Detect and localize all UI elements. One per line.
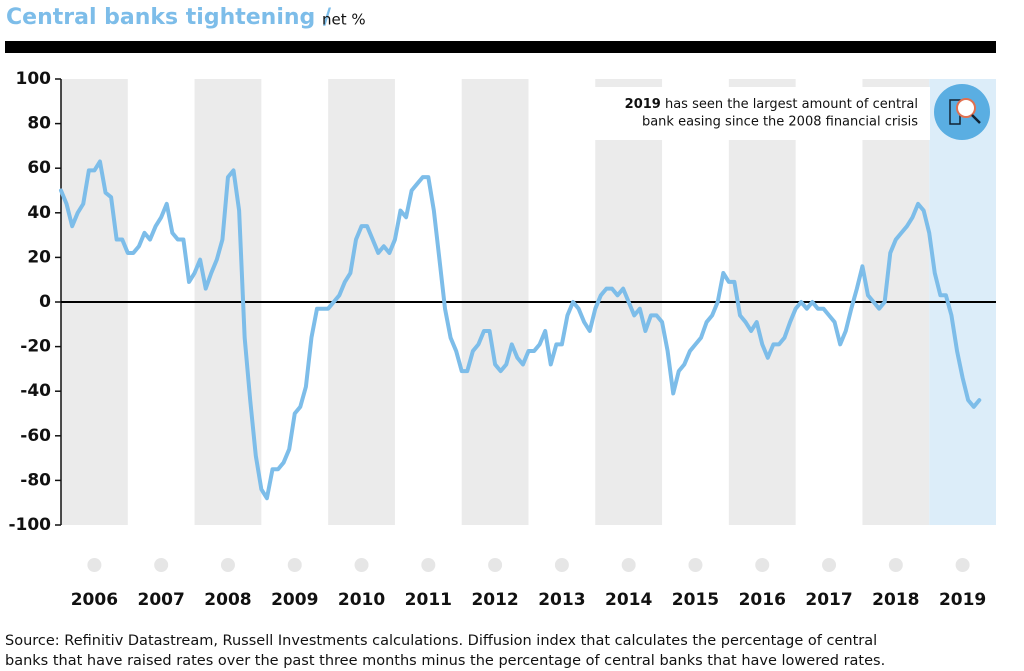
icon-lens — [956, 98, 976, 118]
y-tick-label: 100 — [16, 69, 52, 89]
x-tick-dot — [354, 558, 369, 572]
x-tick-dot — [220, 558, 235, 572]
y-tick-label: 20 — [27, 247, 51, 267]
x-tick-label: 2011 — [405, 590, 452, 610]
x-tick-label: 2019 — [939, 590, 986, 610]
x-tick-dot — [554, 558, 569, 572]
x-tick-dot — [87, 558, 102, 572]
x-tick-dot — [488, 558, 503, 572]
x-tick-label: 2012 — [471, 590, 518, 610]
x-tick-label: 2009 — [271, 590, 318, 610]
annotation-line: 2019 has seen the largest amount of cent… — [625, 97, 918, 112]
y-tick-label: 40 — [27, 203, 51, 223]
x-tick-dot — [421, 558, 436, 572]
annotation-text: has seen the largest amount of central — [661, 97, 918, 112]
source: banks that have raised rates over the pa… — [5, 653, 885, 669]
header-bar — [5, 41, 996, 53]
y-tick-label: -80 — [20, 470, 51, 490]
x-tick-dot — [888, 558, 903, 572]
axes: -100 -80 -60 -40 -20 0 20 40 60 80 100 2006 2007 2008… — [8, 69, 996, 610]
y-tick-label: -100 — [8, 515, 51, 535]
x-tick-label: 2013 — [538, 590, 585, 610]
x-tick-label: 2006 — [71, 590, 118, 610]
x-tick-label: 2016 — [739, 590, 786, 610]
x-tick-label: 2015 — [672, 590, 719, 610]
x-tick-dot — [154, 558, 169, 572]
x-tick-dot — [822, 558, 837, 572]
x-tick-dot — [755, 558, 770, 572]
annotation-bold: 2019 — [625, 97, 661, 112]
data-line — [59, 159, 982, 501]
y-tick-label: 60 — [27, 158, 51, 178]
x-tick-label: 2014 — [605, 590, 652, 610]
chart-title: Central banks tightening / — [6, 5, 332, 30]
annotation: 2019 has seen the largest amount of cent… — [576, 84, 990, 140]
x-tick-dot — [287, 558, 302, 572]
y-tick-label: 80 — [27, 114, 51, 134]
x-tick-dot — [621, 558, 636, 572]
x-tick-label: 2017 — [805, 590, 852, 610]
chart-subtitle: net % — [322, 11, 366, 29]
y-tick-label: -60 — [20, 426, 51, 446]
x-tick-label: 2008 — [204, 590, 251, 610]
y-tick-label: -20 — [20, 337, 51, 357]
x-tick-label: 2007 — [138, 590, 185, 610]
y-tick-label: 0 — [39, 292, 51, 312]
x-tick-label: 2018 — [872, 590, 919, 610]
x-tick-label: 2010 — [338, 590, 385, 610]
x-tick-dot — [955, 558, 970, 572]
source: Source: Refinitiv Datastream, Russell In… — [5, 633, 877, 649]
y-tick-label: -40 — [20, 381, 51, 401]
annotation-line: bank easing since the 2008 financial cri… — [642, 115, 918, 130]
icon-handle — [971, 114, 981, 124]
annotation-box — [576, 87, 930, 140]
x-tick-dot — [688, 558, 703, 572]
